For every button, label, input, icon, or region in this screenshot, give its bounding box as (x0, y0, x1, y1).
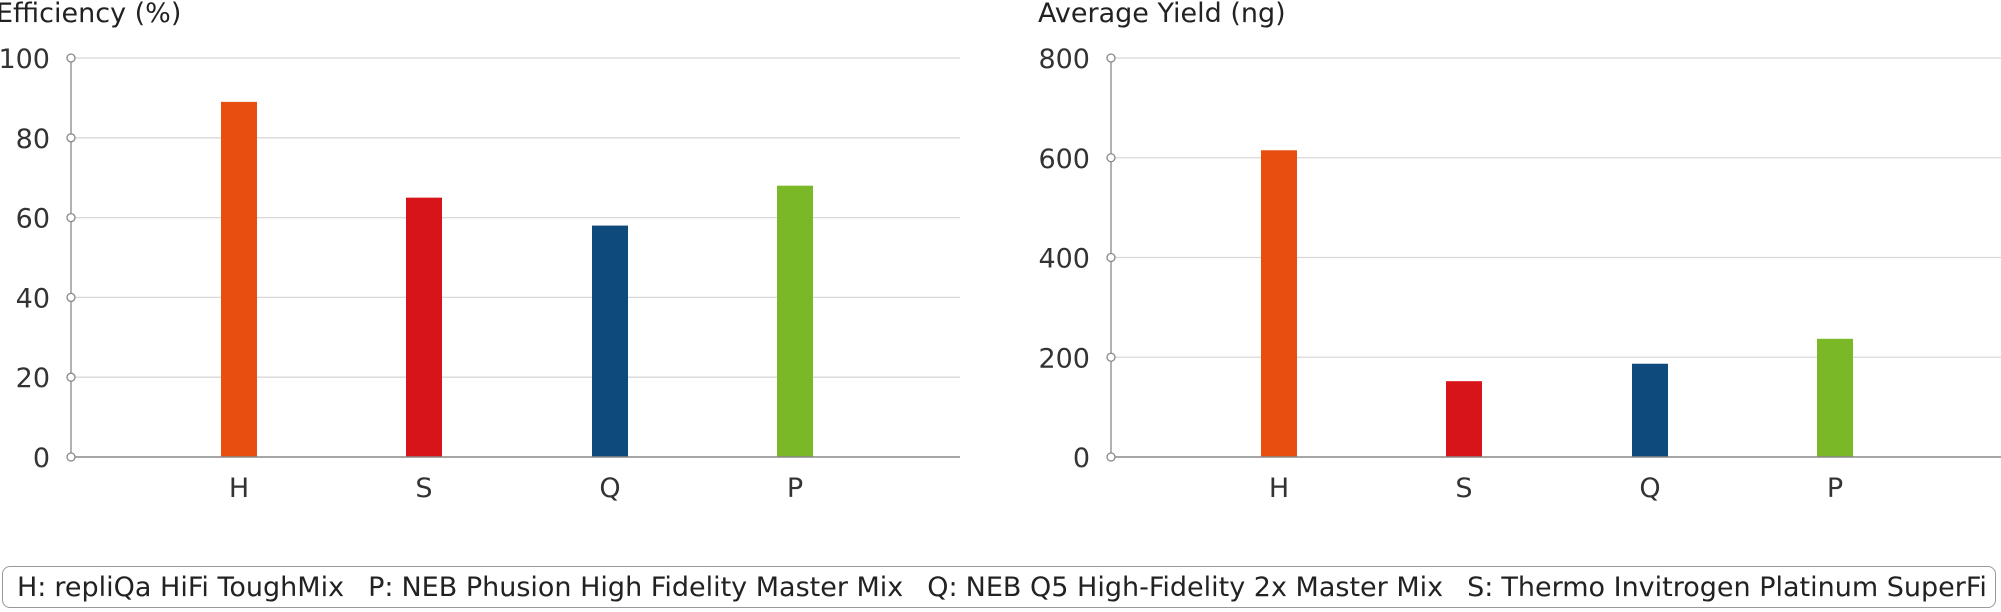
bar-q (592, 225, 628, 457)
x-tick-label: S (415, 473, 432, 504)
x-tick-label: P (1827, 473, 1843, 504)
charts-canvas: Efficiency (%) 0 20 40 60 80 100 H S Q P Average Yi… (0, 0, 2001, 504)
y-tick-label: 600 (1038, 144, 1090, 175)
bar-q (1632, 363, 1668, 457)
y-tick-label: 80 (16, 124, 50, 155)
x-tick-label: Q (1639, 473, 1660, 504)
bar-p (777, 185, 813, 457)
legend-entry-q: Q: NEB Q5 High-Fidelity 2x Master Mix (927, 572, 1443, 603)
y-axis-label: Average Yield (ng) (1038, 0, 1286, 29)
y-tick-label: 100 (0, 44, 50, 75)
bar-h (221, 101, 257, 457)
y-tick-label: 0 (1073, 443, 1090, 474)
legend-key: H: (17, 571, 47, 603)
y-tick-marker (66, 372, 76, 382)
y-tick-label: 60 (16, 204, 50, 235)
legend-key: S: (1467, 571, 1494, 603)
legend-entry-p: P: NEB Phusion High Fidelity Master Mix (368, 572, 903, 603)
y-tick-label: 800 (1038, 44, 1090, 75)
y-tick-marker (66, 212, 76, 223)
y-tick-marker (1106, 153, 1116, 163)
bar-p (1817, 338, 1853, 457)
legend-entry-h: H: repliQa HiFi ToughMix (17, 572, 344, 603)
legend-key: P: (368, 571, 394, 603)
bar-h (1261, 150, 1297, 458)
y-tick-label: 40 (16, 283, 50, 314)
x-tick-label: P (787, 473, 803, 504)
x-tick-label: S (1455, 473, 1472, 504)
y-tick-marker (1106, 352, 1116, 362)
y-tick-marker (66, 133, 76, 143)
legend: H: repliQa HiFi ToughMix P: NEB Phusion … (2, 566, 1996, 608)
y-tick-label: 20 (16, 363, 50, 394)
x-tick-label: H (229, 473, 249, 504)
y-tick-label: 0 (33, 443, 50, 474)
legend-label: NEB Q5 High-Fidelity 2x Master Mix (965, 571, 1444, 603)
y-axis-label: Efficiency (%) (0, 0, 181, 29)
legend-label: NEB Phusion High Fidelity Master Mix (401, 571, 904, 603)
y-tick-marker (66, 452, 76, 462)
y-tick-marker (1106, 53, 1116, 63)
x-tick-label: H (1269, 473, 1289, 504)
legend-entry-s: S: Thermo Invitrogen Platinum SuperFi Ma… (1467, 571, 1995, 603)
y-tick-marker (1106, 252, 1116, 263)
y-tick-label: 400 (1038, 244, 1090, 275)
y-tick-label: 200 (1038, 343, 1090, 374)
bar-s (1446, 381, 1482, 457)
x-tick-label: Q (599, 473, 620, 504)
legend-key: Q: (927, 571, 958, 603)
legend-label: repliQa HiFi ToughMix (54, 571, 345, 603)
y-tick-marker (66, 292, 76, 303)
y-tick-marker (66, 53, 76, 63)
legend-label: Thermo Invitrogen Platinum SuperFi Maste… (1501, 571, 1995, 603)
bar-s (406, 197, 442, 457)
y-tick-marker (1106, 452, 1116, 462)
